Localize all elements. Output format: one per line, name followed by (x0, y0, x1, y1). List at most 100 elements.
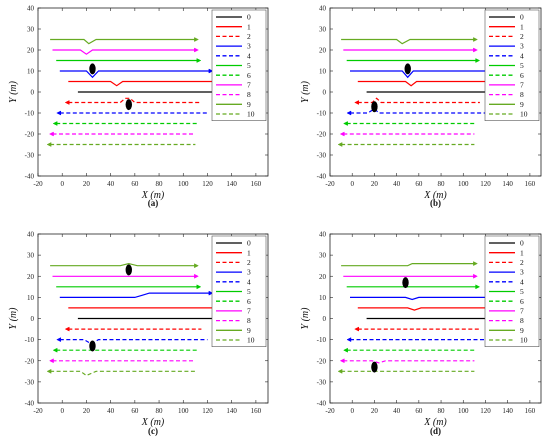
panel-caption: (c) (148, 426, 158, 436)
x-tick-label: 120 (480, 407, 491, 415)
series-arrow-4 (346, 110, 352, 116)
x-axis-label: X (m) (141, 417, 165, 428)
y-tick-label: 40 (27, 5, 35, 13)
x-tick-label: -20 (33, 407, 43, 415)
legend-label-2: 2 (247, 258, 251, 267)
legend-label-4: 4 (520, 277, 524, 286)
x-tick-label: 80 (156, 180, 164, 188)
x-tick-label: 20 (371, 407, 379, 415)
series-arrow-3 (208, 68, 214, 74)
x-tick-label: 160 (525, 407, 536, 415)
x-tick-label: 120 (202, 407, 213, 415)
legend-label-10: 10 (247, 110, 255, 119)
x-tick-label: 160 (525, 180, 536, 188)
y-tick-label: -20 (317, 357, 327, 365)
legend-label-7: 7 (247, 81, 251, 90)
series-line-2 (357, 97, 480, 104)
legend-label-3: 3 (247, 268, 251, 277)
y-tick-label: 20 (27, 273, 35, 281)
vehicle-marker (402, 277, 409, 289)
x-tick-label: 40 (107, 180, 115, 188)
series-arrow-4 (56, 110, 62, 116)
vehicle-marker (125, 264, 132, 276)
legend-label-0: 0 (520, 239, 524, 248)
y-tick-label: 10 (319, 294, 327, 302)
legend-label-3: 3 (520, 268, 524, 277)
x-tick-label: 140 (226, 180, 237, 188)
legend-label-5: 5 (520, 287, 524, 296)
legend-label-9: 9 (247, 326, 251, 335)
x-tick-label: 60 (415, 180, 423, 188)
x-tick-label: -20 (33, 180, 43, 188)
y-tick-label: -40 (25, 173, 35, 181)
y-tick-label: -30 (317, 378, 327, 386)
y-tick-label: 30 (27, 252, 35, 260)
y-tick-label: 10 (27, 294, 35, 302)
series-line-9 (341, 38, 475, 45)
series-line-3 (59, 292, 210, 298)
x-tick-label: 120 (202, 180, 213, 188)
y-tick-label: 0 (31, 89, 35, 97)
series-arrow-6 (343, 121, 348, 126)
y-tick-label: 40 (319, 5, 327, 13)
x-tick-label: 0 (350, 180, 354, 188)
legend-label-1: 1 (520, 248, 524, 257)
series-line-1 (357, 80, 494, 87)
series-arrow-9 (473, 261, 478, 266)
series-arrow-6 (52, 121, 58, 126)
series-arrow-5 (196, 58, 202, 63)
y-tick-label: 40 (319, 231, 327, 239)
y-tick-label: -10 (317, 336, 327, 344)
x-axis-label: X (m) (423, 417, 447, 428)
series-line-9 (50, 262, 196, 267)
x-tick-label: 140 (226, 407, 237, 415)
chart-panel-1: -20 0 20 40 60 80 100 120 140 160-40-30-20-100102… (300, 5, 542, 208)
x-tick-label: 20 (83, 407, 91, 415)
legend-label-1: 1 (520, 22, 524, 31)
legend-label-10: 10 (247, 336, 255, 345)
vehicle-marker (404, 63, 411, 75)
y-axis-label: Y (m) (8, 307, 19, 330)
series-arrow-5 (196, 284, 202, 290)
panel-caption: (b) (430, 198, 441, 208)
legend-label-0: 0 (247, 13, 251, 22)
x-axis-label: X (m) (423, 190, 447, 201)
series-line-1 (357, 307, 494, 311)
y-tick-label: 10 (319, 68, 327, 76)
legend-label-3: 3 (520, 42, 524, 51)
legend-label-4: 4 (247, 277, 251, 286)
series-arrow-2 (354, 326, 360, 332)
x-tick-label: 100 (178, 180, 189, 188)
series-line-4 (59, 339, 208, 345)
legend-label-6: 6 (520, 71, 524, 80)
y-tick-label: -20 (25, 357, 35, 365)
legend-label-6: 6 (520, 297, 524, 306)
series-arrow-9 (194, 263, 199, 269)
series-arrow-4 (346, 337, 352, 343)
series-line-10 (50, 370, 196, 377)
legend-label-2: 2 (520, 32, 524, 41)
x-tick-label: 100 (458, 180, 469, 188)
legend-label-6: 6 (247, 71, 251, 80)
series-arrow-2 (64, 100, 70, 105)
series-arrow-8 (339, 358, 345, 364)
y-tick-label: -10 (25, 110, 35, 118)
series-arrow-8 (48, 131, 54, 137)
series-arrow-4 (56, 337, 62, 343)
legend-label-5: 5 (247, 287, 251, 296)
series-arrow-9 (473, 37, 478, 42)
x-tick-label: 0 (350, 407, 354, 415)
y-tick-label: 20 (27, 47, 35, 55)
vehicle-marker (371, 101, 378, 113)
y-tick-label: -40 (25, 400, 35, 408)
series-arrow-6 (52, 347, 58, 353)
series-arrow-7 (473, 47, 478, 53)
series-line-8 (343, 360, 475, 364)
y-tick-label: 0 (323, 315, 327, 323)
y-tick-label: -30 (317, 152, 327, 160)
series-line-4 (350, 108, 486, 114)
y-axis-label: Y (m) (300, 80, 311, 103)
y-axis-label: Y (m) (8, 80, 19, 103)
series-line-2 (68, 97, 202, 104)
legend-label-6: 6 (247, 297, 251, 306)
